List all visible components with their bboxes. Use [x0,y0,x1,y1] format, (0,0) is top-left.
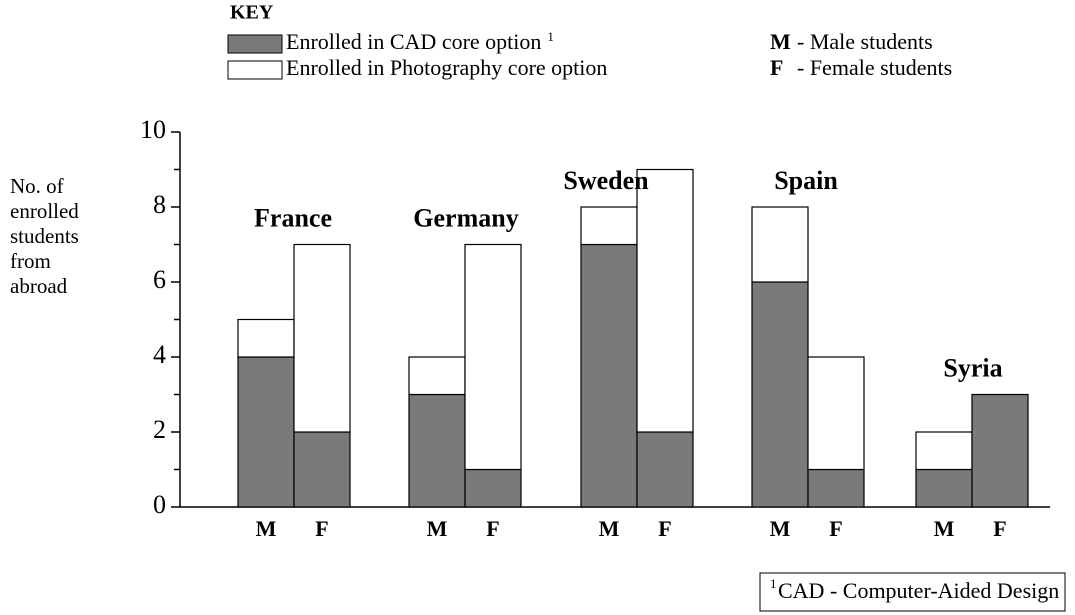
x-tick-label: M [599,516,620,541]
footnote-marker: 1 [770,576,777,591]
bar-segment [293,431,351,508]
x-tick-label: F [993,516,1006,541]
bar-segment [464,243,522,471]
group-label: Syria [943,353,1002,382]
y-tick-label: 10 [140,115,166,144]
legend-swatch [227,34,283,54]
bar-segment [807,468,865,508]
y-tick-label: 0 [153,490,166,519]
y-axis-label: abroad [10,274,68,298]
y-tick-label: 6 [153,265,166,294]
group-label: Germany [413,203,518,232]
bar-segment [915,468,973,508]
x-tick-label: F [486,516,499,541]
bar-segment [237,318,295,358]
x-tick-label: F [658,516,671,541]
y-axis-label: students [10,224,79,248]
bar-segment [293,243,351,433]
bar-segment [580,206,638,246]
bar-segment [636,431,694,508]
legend-label: Enrolled in Photography core option [286,55,607,80]
x-tick-label: M [770,516,791,541]
group-label: Spain [774,166,838,195]
bar-segment [464,468,522,508]
bar-segment [636,168,694,433]
bar-segment [915,431,973,471]
bar-segment [580,243,638,508]
x-tick-label: M [256,516,277,541]
footnote-box [759,572,1066,612]
y-axis-label: No. of [10,174,64,198]
abbr-code: F [770,55,783,80]
group-label: Sweden [563,166,649,195]
bar-segment [751,206,809,283]
bar-segment [807,356,865,471]
legend-swatch [227,60,283,80]
abbr-meaning: - Male students [797,29,933,54]
y-axis-label: from [10,249,51,273]
y-tick-label: 8 [153,190,166,219]
x-tick-label: M [934,516,955,541]
x-tick-label: F [315,516,328,541]
legend-label: Enrolled in CAD core option [286,29,541,54]
footnote-text: CAD - Computer-Aided Design [778,578,1059,603]
x-tick-label: M [427,516,448,541]
bar-segment [237,356,295,508]
group-label: France [254,203,332,232]
bar-segment [408,356,466,396]
bar-segment [751,281,809,508]
y-tick-label: 2 [153,415,166,444]
abbr-code: M [770,29,791,54]
bar-segment [971,393,1029,508]
y-tick-label: 4 [153,340,166,369]
legend-footnote-marker: 1 [547,29,554,44]
abbr-meaning: - Female students [797,55,952,80]
bar-segment [408,393,466,508]
y-axis-label: enrolled [10,199,79,223]
x-tick-label: F [829,516,842,541]
key-title: KEY [230,2,274,24]
